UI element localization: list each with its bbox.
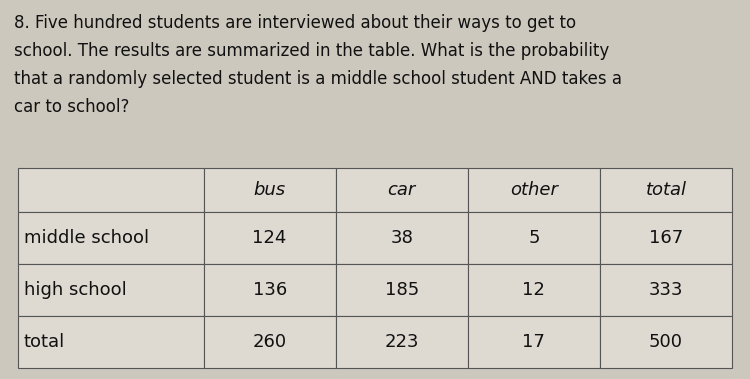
Bar xyxy=(468,264,600,316)
Bar xyxy=(336,316,468,368)
Text: 8. Five hundred students are interviewed about their ways to get to: 8. Five hundred students are interviewed… xyxy=(14,14,576,32)
Text: middle school: middle school xyxy=(24,229,149,247)
Text: 185: 185 xyxy=(385,281,419,299)
Bar xyxy=(600,316,732,368)
Text: 333: 333 xyxy=(649,281,683,299)
Text: 223: 223 xyxy=(385,333,419,351)
Bar xyxy=(18,168,204,212)
Text: 124: 124 xyxy=(253,229,286,247)
Text: 136: 136 xyxy=(253,281,286,299)
Bar xyxy=(204,264,336,316)
Bar xyxy=(468,316,600,368)
Text: school. The results are summarized in the table. What is the probability: school. The results are summarized in th… xyxy=(14,42,609,60)
Bar xyxy=(600,264,732,316)
Bar xyxy=(336,168,468,212)
Bar xyxy=(18,264,204,316)
Text: bus: bus xyxy=(254,181,286,199)
Text: that a randomly selected student is a middle school student AND takes a: that a randomly selected student is a mi… xyxy=(14,70,622,88)
Text: 500: 500 xyxy=(649,333,683,351)
Bar xyxy=(18,316,204,368)
Text: 260: 260 xyxy=(253,333,286,351)
Bar xyxy=(468,168,600,212)
Text: total: total xyxy=(24,333,65,351)
Bar xyxy=(204,168,336,212)
Text: 167: 167 xyxy=(649,229,683,247)
Text: other: other xyxy=(510,181,558,199)
Bar xyxy=(18,212,204,264)
Bar xyxy=(600,168,732,212)
Text: 5: 5 xyxy=(528,229,539,247)
Text: high school: high school xyxy=(24,281,127,299)
Text: 12: 12 xyxy=(523,281,545,299)
Text: total: total xyxy=(646,181,686,199)
Bar xyxy=(336,212,468,264)
Bar xyxy=(336,264,468,316)
Text: car to school?: car to school? xyxy=(14,98,129,116)
Bar xyxy=(468,212,600,264)
Text: car: car xyxy=(388,181,416,199)
Text: 38: 38 xyxy=(390,229,413,247)
Bar xyxy=(204,316,336,368)
Bar xyxy=(204,212,336,264)
Text: 17: 17 xyxy=(523,333,545,351)
Bar xyxy=(600,212,732,264)
